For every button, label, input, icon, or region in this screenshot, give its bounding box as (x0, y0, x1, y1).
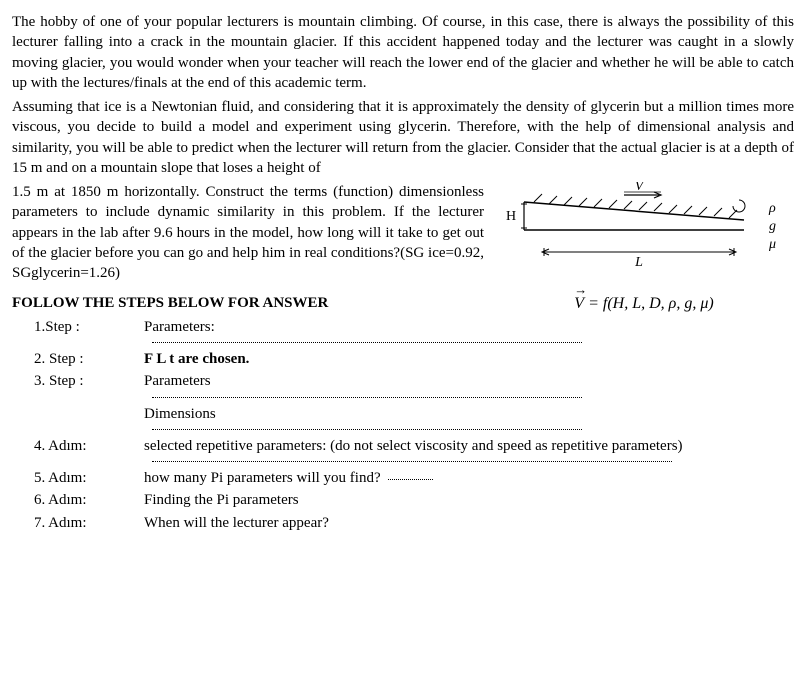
fig-label-rho: ρ (768, 201, 776, 216)
step-3-label: 3. Step : (34, 371, 144, 391)
steps-block: 1.Step : Parameters: 2. Step : F L t are… (12, 317, 794, 533)
step-5-label: 5. Adım: (34, 468, 144, 488)
step-1-label: 1.Step : (34, 317, 144, 337)
step-2-body: F L t are chosen. (144, 349, 794, 369)
fig-label-mu: μ (768, 237, 776, 252)
step-7-body: When will the lecturer appear? (144, 513, 794, 533)
step-6: 6. Adım: Finding the Pi parameters (12, 490, 794, 510)
step-5: 5. Adım: how many Pi parameters will you… (12, 468, 794, 488)
step-7: 7. Adım: When will the lecturer appear? (12, 513, 794, 533)
blank-inline-5 (388, 478, 433, 480)
step-3: 3. Step : Parameters (12, 371, 794, 391)
step-2: 2. Step : F L t are chosen. (12, 349, 794, 369)
fig-label-L: L (634, 255, 643, 270)
step-2-bold: F L t (144, 351, 178, 367)
step-7-label: 7. Adım: (34, 513, 144, 533)
step-2-rest: are chosen. (178, 351, 249, 367)
eq-rhs: = f(H, L, D, ρ, g, μ) (588, 295, 714, 312)
step-2-label: 2. Step : (34, 349, 144, 369)
glacier-figure: H V L ρ g μ (494, 182, 794, 277)
blank-line-1 (152, 341, 582, 343)
step-5-body: how many Pi parameters will you find? (144, 468, 794, 488)
blank-line-3a (152, 396, 582, 398)
governing-equation: →V = f(H, L, D, ρ, g, μ) (494, 293, 794, 315)
step-6-body: Finding the Pi parameters (144, 490, 794, 510)
step-5-text: how many Pi parameters will you find? (144, 470, 381, 486)
wrap-block: H V L ρ g μ 1.5 m at 1850 m horizontally… (12, 182, 794, 315)
step-1: 1.Step : Parameters: (12, 317, 794, 337)
paragraph-2a: Assuming that ice is a Newtonian fluid, … (12, 97, 794, 178)
step-6-label: 6. Adım: (34, 490, 144, 510)
fig-label-V: V (635, 182, 645, 194)
step-3b: Dimensions (12, 404, 794, 424)
step-4: 4. Adım: selected repetitive parameters:… (12, 436, 794, 456)
step-1-body: Parameters: (144, 317, 794, 337)
step-3-body: Parameters (144, 371, 794, 391)
step-4-label: 4. Adım: (34, 436, 144, 456)
blank-line-3b (152, 428, 582, 430)
fig-label-H: H (506, 209, 516, 224)
step-3b-body: Dimensions (144, 404, 794, 424)
blank-line-4 (152, 460, 672, 462)
fig-label-g: g (769, 219, 776, 234)
step-4-body: selected repetitive parameters: (do not … (144, 436, 794, 456)
paragraph-1: The hobby of one of your popular lecture… (12, 12, 794, 93)
